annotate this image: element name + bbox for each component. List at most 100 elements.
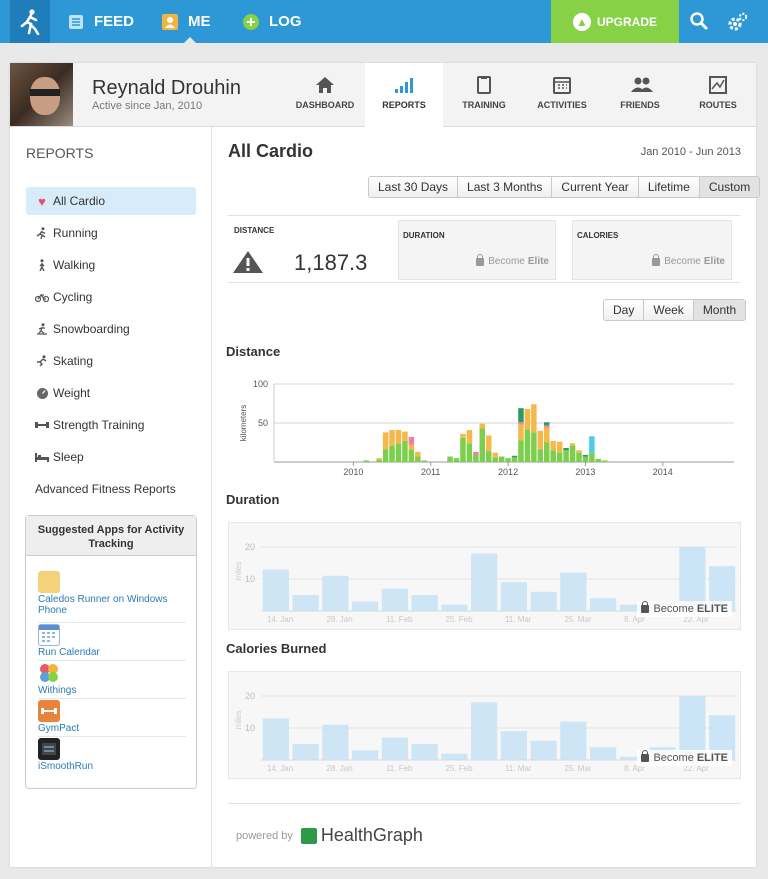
distance-bar-pink <box>408 437 415 445</box>
distance-bar-green <box>485 451 492 462</box>
powered-by-text: powered by <box>236 829 293 842</box>
nav-feed[interactable]: FEED <box>68 0 134 43</box>
become-text: Become <box>653 603 694 615</box>
distance-bar-green <box>389 445 395 462</box>
nav-me[interactable]: ME <box>162 0 211 43</box>
distance-bar-green <box>415 456 421 462</box>
distance-bar-green <box>402 440 408 462</box>
profile-name[interactable]: Reynald Drouhin <box>92 77 241 99</box>
sidebar <box>10 127 212 867</box>
walker-icon <box>35 259 49 271</box>
distance-bar-orange <box>466 430 473 444</box>
range-last-30-days-button[interactable]: Last 30 Days <box>369 177 459 197</box>
tab-routes[interactable]: ROUTES <box>679 63 757 127</box>
y-tick-label: 10 <box>245 723 255 733</box>
period-day-button[interactable]: Day <box>604 300 645 320</box>
sidebar-item-snowboarding[interactable]: Snowboarding <box>26 315 196 343</box>
ghost-bar <box>560 572 587 611</box>
distance-bar-orange <box>395 430 402 444</box>
distance-bar-cyan <box>589 436 595 453</box>
tab-activities[interactable]: ACTIVITIES <box>523 63 601 127</box>
tab-dashboard[interactable]: DASHBOARD <box>286 63 364 127</box>
ghost-bar <box>530 740 557 760</box>
home-icon <box>315 75 335 95</box>
distance-bar-orange <box>524 408 531 430</box>
distance-bar-green <box>576 452 582 462</box>
calories-stat-label: CALORIES <box>577 231 619 240</box>
become-elite-link[interactable]: Become ELITE <box>637 601 732 617</box>
feed-icon <box>68 14 84 30</box>
y-axis-label: miles <box>234 562 243 581</box>
distance-bar-orange <box>376 458 382 460</box>
ghost-bar <box>500 582 527 611</box>
runner-logo-icon[interactable] <box>10 0 50 43</box>
nav-log[interactable]: LOG <box>243 0 302 43</box>
ghost-bar <box>352 750 379 760</box>
distance-bar-orange <box>389 430 395 446</box>
x-tick-label: 2014 <box>653 467 673 477</box>
tab-friends[interactable]: FRIENDS <box>601 63 679 127</box>
distance-bar-green <box>382 449 389 462</box>
become-elite-link[interactable]: Become ELITE <box>637 750 732 766</box>
sidebar-item-skating[interactable]: Skating <box>26 347 196 375</box>
sidebar-item-cycling[interactable]: Cycling <box>26 283 196 311</box>
tab-reports[interactable]: REPORTS <box>365 63 443 128</box>
become-elite-link[interactable]: Become Elite <box>652 253 725 267</box>
distance-bar-green <box>447 456 453 462</box>
dumbbell-icon <box>35 419 49 431</box>
app-withings[interactable]: Withings <box>38 662 186 696</box>
ghost-bar <box>560 721 587 760</box>
x-tick-label: 22. Apr <box>683 764 709 773</box>
distance-bar-green <box>395 443 402 462</box>
sidebar-item-label: Weight <box>53 386 91 400</box>
app-gympact[interactable]: GymPact <box>38 700 186 734</box>
range-lifetime-button[interactable]: Lifetime <box>638 177 700 197</box>
ghost-bar <box>471 553 498 611</box>
range-last-3-months-button[interactable]: Last 3 Months <box>458 177 553 197</box>
ghost-bar <box>322 724 349 760</box>
ghost-bar <box>352 601 379 611</box>
x-tick-label: 11. Feb <box>386 764 413 773</box>
upgrade-button[interactable]: ▲ UPGRADE <box>551 0 679 43</box>
app-divider <box>38 698 186 699</box>
avatar[interactable] <box>10 63 73 126</box>
advanced-fitness-reports-link[interactable]: Advanced Fitness Reports <box>35 482 176 496</box>
period-week-button[interactable]: Week <box>644 300 694 320</box>
range-current-year-button[interactable]: Current Year <box>552 177 639 197</box>
gear-icon[interactable] <box>727 11 748 31</box>
ghost-bar <box>679 547 706 611</box>
app-ismoothrun[interactable]: iSmoothRun <box>38 738 186 772</box>
distance-bar-orange <box>531 404 537 433</box>
search-icon[interactable] <box>689 11 709 31</box>
nav-feed-label: FEED <box>94 13 135 30</box>
app-divider <box>38 622 186 623</box>
elite-text: ELITE <box>696 752 728 764</box>
app-caledos-runner[interactable]: Caledos Runner on Windows Phone <box>38 571 186 616</box>
duration-chart-locked: 20 10 miles 14. Jan 28. Jan 11. Feb 25. Feb 11.… <box>228 522 741 630</box>
x-tick-label: 25. Mar <box>564 615 591 624</box>
skater-icon <box>35 355 49 367</box>
friends-icon <box>630 75 653 95</box>
sidebar-item-weight[interactable]: Weight <box>26 379 196 407</box>
sidebar-item-strength-training[interactable]: Strength Training <box>26 411 196 439</box>
distance-bar-green <box>479 428 486 462</box>
period-month-button[interactable]: Month <box>693 300 746 320</box>
distance-bar-green <box>376 459 382 462</box>
become-elite-link[interactable]: Become Elite <box>476 253 549 267</box>
distance-bar-green <box>505 458 511 462</box>
app-run-calendar[interactable]: Run Calendar <box>38 624 186 658</box>
distance-bar-orange <box>543 427 550 443</box>
range-custom-button[interactable]: Custom <box>699 177 760 197</box>
sidebar-item-sleep[interactable]: Sleep <box>26 443 196 471</box>
runner-icon <box>35 227 49 239</box>
healthgraph-logo[interactable]: HealthGraph <box>300 825 423 846</box>
sidebar-item-label: Cycling <box>53 290 93 304</box>
sidebar-item-all-cardio[interactable]: ♥ All Cardio <box>26 187 196 215</box>
sidebar-item-label: Snowboarding <box>53 322 130 336</box>
y-tick-label: 10 <box>245 574 255 584</box>
tab-training[interactable]: TRAINING <box>445 63 523 127</box>
nav-log-label: LOG <box>269 13 302 30</box>
sidebar-item-running[interactable]: Running <box>26 219 196 247</box>
sidebar-item-walking[interactable]: Walking <box>26 251 196 279</box>
range-button-group: Last 30 Days Last 3 Months Current Year … <box>368 176 761 198</box>
